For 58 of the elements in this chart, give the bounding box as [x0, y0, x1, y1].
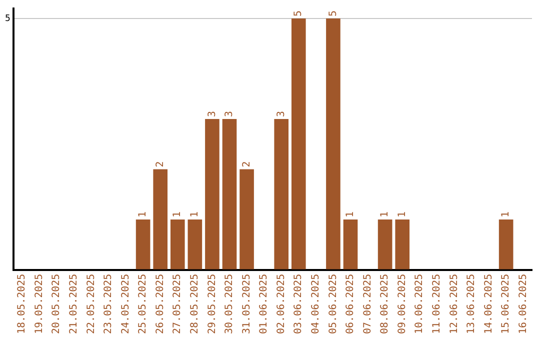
x-tick-label: 22.05.2025	[86, 274, 97, 334]
x-tick-label: 02.06.2025	[276, 274, 287, 334]
bar	[378, 220, 392, 270]
data-label: 3	[224, 110, 236, 117]
x-tick-label: 29.05.2025	[206, 274, 218, 334]
bar	[188, 220, 202, 270]
x-tick-label: 25.05.2025	[138, 274, 149, 334]
bar	[343, 220, 358, 270]
bar	[240, 169, 254, 270]
bar	[153, 169, 168, 270]
x-tick-label: 19.05.2025	[34, 274, 45, 334]
bar	[170, 220, 185, 270]
x-tick-label: 21.05.2025	[68, 274, 80, 334]
x-tick-label: 09.06.2025	[396, 274, 408, 334]
data-label: 2	[241, 161, 252, 168]
x-tick-label: 01.06.2025	[258, 274, 270, 334]
bar	[326, 18, 340, 270]
bar	[274, 118, 289, 270]
bar	[498, 220, 514, 270]
x-tick-label: 31.05.2025	[241, 274, 252, 334]
x-tick-label: 10.06.2025	[414, 274, 426, 334]
bar	[136, 220, 150, 270]
x-tick-label: 07.06.2025	[362, 274, 374, 334]
data-label: 5	[328, 10, 339, 16]
x-tick-label: 14.06.2025	[483, 274, 494, 334]
data-label: 2	[154, 161, 166, 168]
bar	[222, 118, 237, 270]
x-tick-label: 15.06.2025	[500, 274, 512, 334]
x-tick-label: 05.06.2025	[328, 274, 339, 334]
data-label: 1	[190, 211, 201, 218]
x-tick-label: 28.05.2025	[190, 274, 201, 334]
x-tick-label: 23.05.2025	[103, 274, 114, 334]
x-tick-label: 18.05.2025	[16, 274, 28, 334]
x-tick-label: 06.06.2025	[345, 274, 356, 334]
data-label: 1	[500, 211, 512, 218]
x-tick-label: 04.06.2025	[310, 274, 322, 334]
data-label: 1	[396, 211, 408, 218]
data-label: 5	[293, 10, 304, 16]
data-label: 3	[276, 110, 287, 117]
x-tick-label: 27.05.2025	[172, 274, 184, 334]
x-tick-label: 30.05.2025	[224, 274, 236, 334]
bar	[291, 18, 306, 270]
x-tick-label: 08.06.2025	[380, 274, 391, 334]
data-label: 1	[345, 211, 356, 218]
x-tick-label: 12.06.2025	[448, 274, 460, 334]
x-tick-label: 13.06.2025	[466, 274, 478, 334]
bar	[395, 220, 410, 270]
x-tick-label: 11.06.2025	[432, 274, 443, 334]
data-label: 1	[138, 211, 149, 218]
data-label: 1	[380, 211, 391, 218]
data-label: 1	[172, 211, 184, 218]
x-tick-label: 26.05.2025	[154, 274, 166, 334]
x-tick-label: 24.05.2025	[120, 274, 132, 334]
x-tick-label: 16.06.2025	[518, 274, 529, 334]
bar	[205, 118, 220, 270]
data-label: 3	[206, 110, 218, 117]
x-tick-label: 03.06.2025	[293, 274, 304, 334]
x-tick-label: 20.05.2025	[51, 274, 62, 334]
